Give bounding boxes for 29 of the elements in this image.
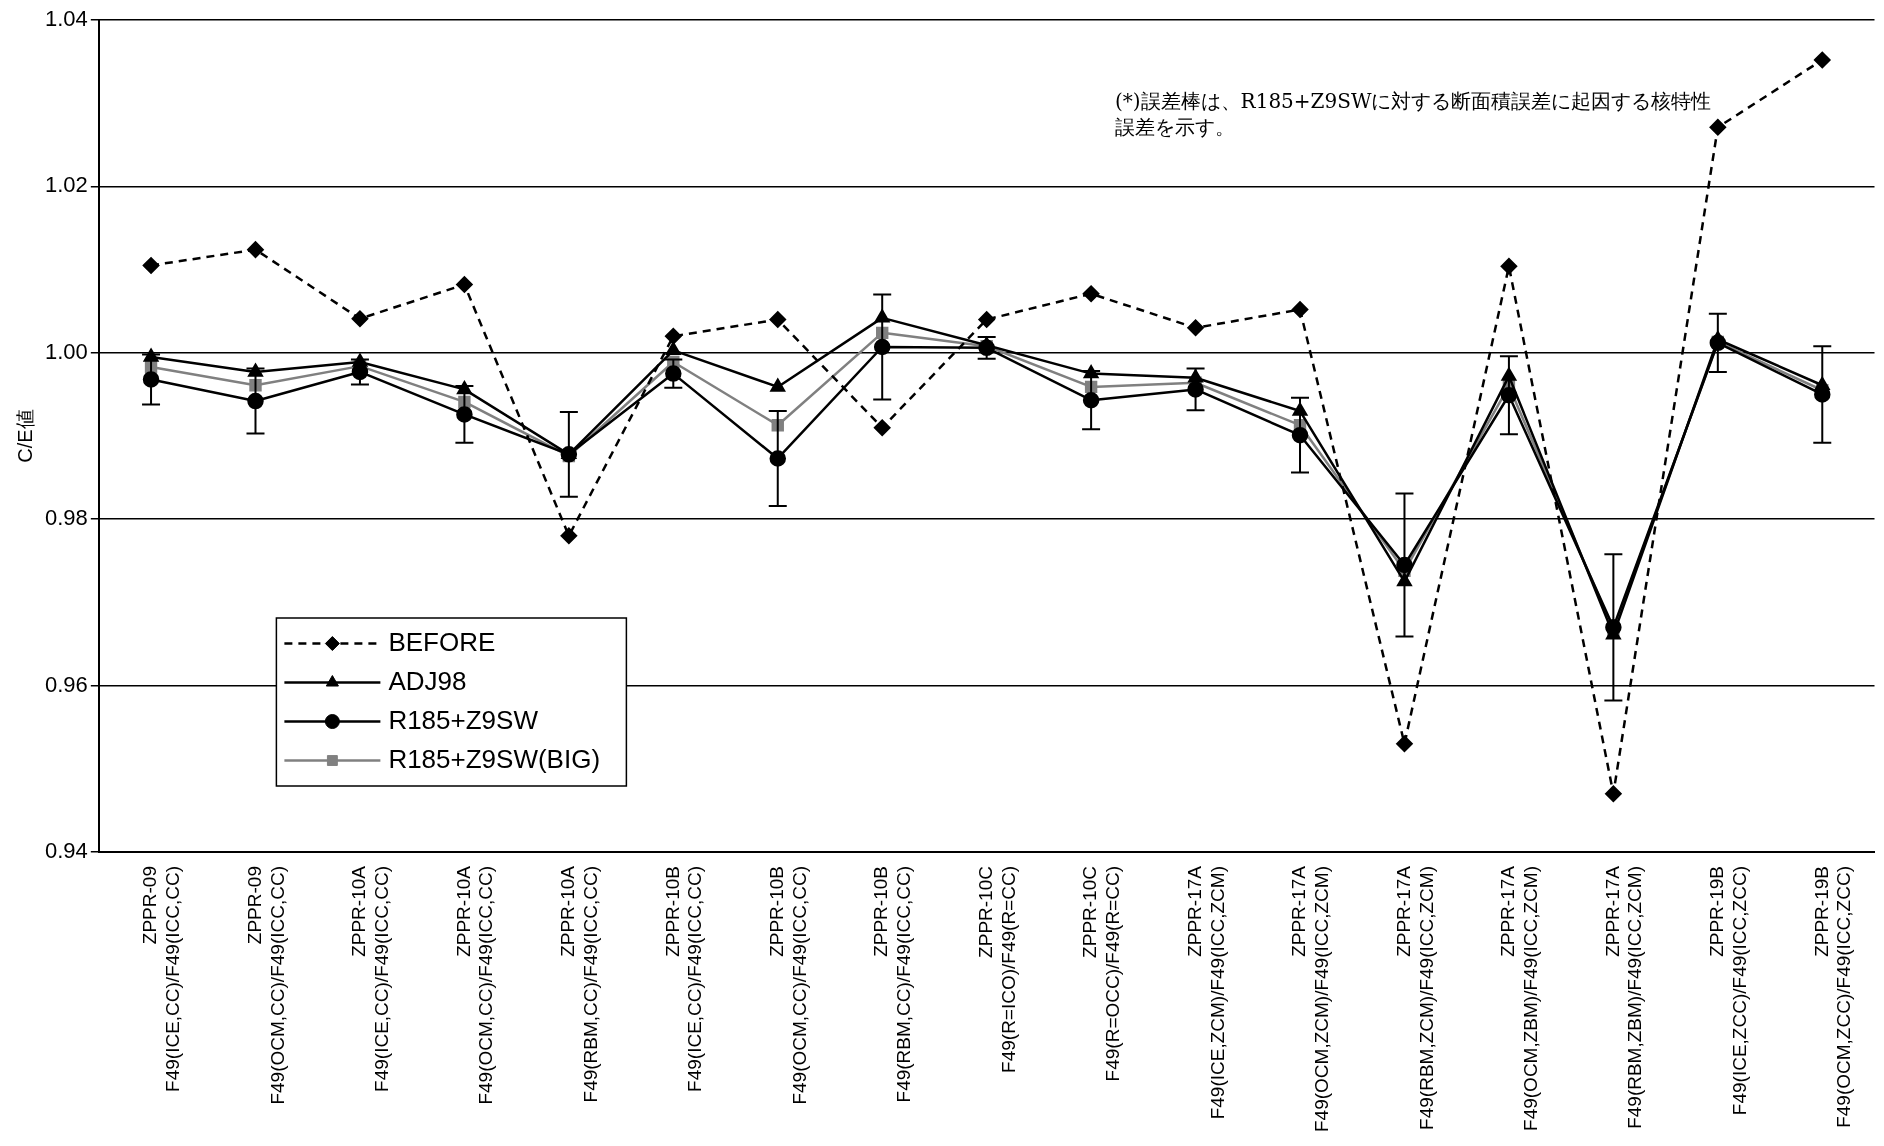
legend-label: R185+Z9SW: [388, 704, 539, 735]
x-tick-label: ZPPR-17A F49(RBM,ZCM)/F49(ICC,ZCM): [1392, 865, 1437, 1130]
y-tick-label: 1.04: [44, 6, 88, 32]
x-tick-label: ZPPR-10B F49(ICE,CC)/F49(ICC,CC): [661, 866, 706, 1092]
y-tick-label: 0.98: [44, 505, 88, 531]
y-tick-label: 1.02: [44, 172, 88, 198]
y-tick-label: 1.00: [44, 338, 88, 364]
x-tick-label: ZPPR-10B F49(RBM,CC)/F49(ICC,CC): [870, 866, 915, 1103]
x-tick-label: ZPPR-09 F49(ICE,CC)/F49(ICC,CC): [139, 866, 184, 1092]
x-tick-label: ZPPR-19B F49(ICE,ZCC)/F49(ICC,ZCC): [1706, 866, 1750, 1116]
x-tick-label: ZPPR-10C F49(R=ICO)/F49(R=CC): [974, 866, 1019, 1073]
x-tick-label: ZPPR-19B F49(OCM,ZCC)/F49(ICC,ZCC): [1810, 866, 1855, 1128]
legend-label: R185+Z9SW(BIG): [388, 743, 601, 774]
legend-label: ADJ98: [388, 665, 467, 696]
x-tick-label: ZPPR-17A F49(OCM,ZBM)/F49(ICC,ZCM): [1497, 865, 1541, 1131]
x-tick-label: ZPPR-10A F49(ICE,CC)/F49(ICC,CC): [348, 865, 392, 1092]
x-tick-label: ZPPR-10A F49(RBM,CC)/F49(ICC,CC): [557, 865, 601, 1103]
y-axis-title: C/E値: [13, 409, 36, 463]
legend-label: BEFORE: [388, 626, 496, 657]
annotation: (*)誤差棒は、R185+Z9SWに対する断面積誤差に起因する核特性誤差を示す。: [1115, 88, 1713, 140]
x-tick-label: ZPPR-17A F49(OCM,ZCM)/F49(ICC,ZCM): [1288, 865, 1333, 1132]
x-tick-label: ZPPR-09 F49(OCM,CC)/F49(ICC,CC): [243, 866, 288, 1105]
y-tick-label: 0.94: [44, 838, 88, 864]
x-tick-label: ZPPR-17A F49(RBM,ZBM)/F49(ICC,ZCM): [1601, 865, 1646, 1129]
x-tick-label: ZPPR-10C F49(R=OCC)/F49(R=CC): [1079, 866, 1124, 1082]
x-tick-label: ZPPR-10B F49(OCM,CC)/F49(ICC,CC): [765, 866, 810, 1105]
x-tick-label: ZPPR-10A F49(OCM,CC)/F49(ICC,CC): [452, 865, 497, 1105]
x-tick-label: ZPPR-17A F49(ICE,ZCM)/F49(ICC,ZCM): [1183, 865, 1228, 1120]
y-tick-label: 0.96: [44, 671, 88, 697]
